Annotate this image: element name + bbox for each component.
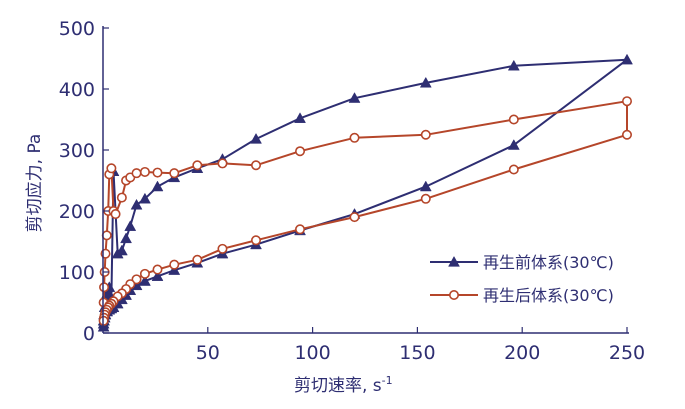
data-point bbox=[251, 160, 262, 171]
data-point bbox=[348, 92, 361, 103]
axes: 0 100 200 300 400 500 50 100 150 200 250 bbox=[59, 18, 645, 364]
x-tick-label: 100 bbox=[294, 342, 330, 364]
data-point bbox=[139, 268, 150, 279]
legend-marker bbox=[448, 255, 460, 267]
x-tick-label: 50 bbox=[196, 342, 220, 364]
data-point bbox=[115, 244, 128, 256]
y-tick-label: 0 bbox=[83, 323, 95, 345]
legend-marker bbox=[448, 289, 459, 300]
data-point bbox=[295, 224, 306, 235]
data-point bbox=[99, 282, 110, 293]
data-point bbox=[507, 139, 520, 150]
data-point bbox=[349, 212, 360, 223]
data-point bbox=[130, 198, 143, 210]
data-point bbox=[124, 220, 137, 231]
y-tick-label: 100 bbox=[59, 262, 95, 284]
x-tick-label: 150 bbox=[399, 342, 435, 364]
data-point bbox=[621, 129, 632, 140]
data-point bbox=[169, 259, 180, 270]
x-axis-label: 剪切速率, s-1 bbox=[294, 374, 393, 396]
data-point bbox=[349, 132, 360, 143]
data-point bbox=[294, 112, 306, 123]
data-point bbox=[131, 274, 142, 285]
legend: 再生前体系(30℃) 再生后体系(30℃) bbox=[430, 253, 614, 305]
legend-label: 再生前体系(30℃) bbox=[483, 253, 614, 272]
x-tick-label: 250 bbox=[609, 342, 645, 364]
x-axis-label-main: 剪切速率, s bbox=[294, 376, 382, 396]
legend-item: 再生前体系(30℃) bbox=[430, 253, 614, 272]
data-point bbox=[192, 254, 203, 265]
data-point bbox=[251, 235, 262, 246]
series-2 bbox=[98, 96, 632, 326]
data-point bbox=[192, 160, 203, 171]
y-axis-label: 剪切应力, Pa bbox=[25, 134, 45, 233]
plot-area bbox=[97, 53, 633, 332]
data-point bbox=[621, 53, 633, 65]
data-point bbox=[101, 230, 112, 241]
data-point bbox=[152, 264, 163, 275]
data-point bbox=[116, 192, 127, 203]
y-tick-label: 200 bbox=[59, 201, 95, 223]
data-point bbox=[250, 133, 262, 144]
y-tick-label: 400 bbox=[59, 79, 95, 101]
data-point bbox=[419, 76, 432, 88]
data-point bbox=[217, 243, 228, 254]
legend-label: 再生后体系(30℃) bbox=[483, 286, 614, 305]
data-point bbox=[131, 168, 142, 179]
data-point bbox=[152, 167, 163, 178]
data-point bbox=[507, 59, 520, 71]
data-point bbox=[120, 232, 132, 244]
y-tick-label: 500 bbox=[59, 18, 95, 40]
data-point bbox=[508, 164, 519, 175]
data-point bbox=[138, 275, 151, 286]
data-point bbox=[110, 209, 121, 220]
data-point bbox=[295, 146, 306, 157]
data-point bbox=[217, 158, 228, 169]
data-point bbox=[420, 129, 431, 140]
legend-item: 再生后体系(30℃) bbox=[430, 286, 614, 305]
data-point bbox=[151, 270, 164, 281]
data-point bbox=[508, 114, 519, 125]
data-point bbox=[420, 193, 431, 204]
data-point bbox=[106, 163, 117, 174]
y-tick-label: 300 bbox=[59, 140, 95, 162]
data-point bbox=[419, 180, 432, 192]
data-point bbox=[151, 180, 164, 192]
x-tick-label: 200 bbox=[504, 342, 540, 364]
data-point bbox=[138, 192, 151, 204]
data-point bbox=[169, 168, 180, 179]
data-point bbox=[139, 166, 150, 177]
x-axis-label-superscript: -1 bbox=[382, 374, 393, 387]
data-point bbox=[621, 96, 632, 107]
